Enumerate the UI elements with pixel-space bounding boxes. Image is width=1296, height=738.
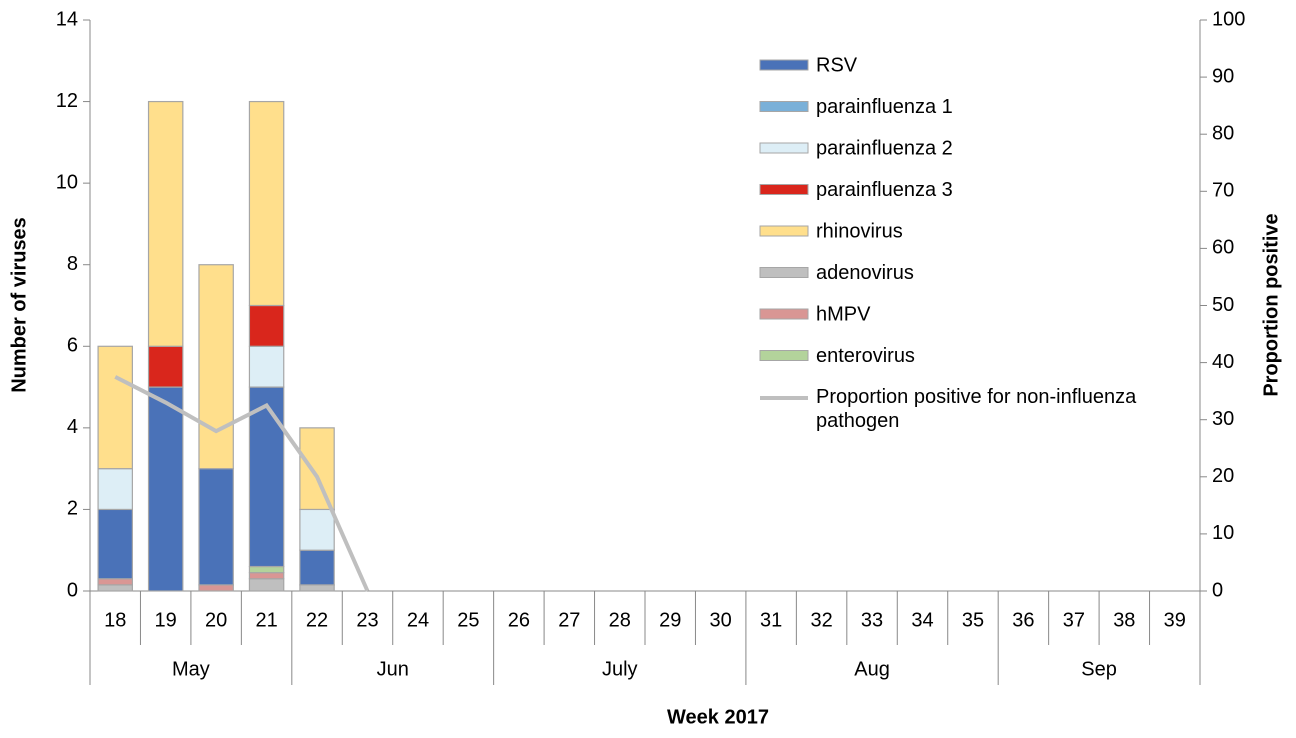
- bar-segment: [147, 386, 184, 592]
- x-tick-label: 18: [104, 609, 126, 631]
- bar-segment: [97, 578, 133, 586]
- legend-label: Proportion positive for non-influenza pat…: [816, 386, 1137, 432]
- y-tick-label: 10: [56, 171, 78, 193]
- month-label: Sep: [1081, 658, 1117, 680]
- legend-swatch: [759, 101, 809, 112]
- bar-segment: [147, 100, 184, 347]
- legend-label-line: pathogen: [816, 410, 899, 432]
- y2-tick-label: 100: [1212, 8, 1245, 30]
- bar-segment: [198, 468, 234, 586]
- legend-label: hMPV: [816, 303, 871, 325]
- y-tick-label: 0: [67, 579, 78, 601]
- x-tick-label: 25: [457, 609, 479, 631]
- x-tick-label: 30: [710, 609, 732, 631]
- legend-swatch: [759, 59, 809, 71]
- y2-tick-label: 20: [1212, 465, 1234, 487]
- y2-axis-title: Proportion positive: [1260, 213, 1282, 396]
- y-tick-label: 2: [67, 498, 78, 520]
- x-tick-label: 22: [306, 609, 328, 631]
- line: [114, 375, 370, 592]
- x-tick-label: 21: [255, 609, 277, 631]
- x-tick-label: 35: [962, 609, 984, 631]
- x-tick-label: 23: [356, 609, 378, 631]
- bar-segment: [299, 584, 335, 592]
- y2-tick-label: 70: [1212, 180, 1234, 202]
- x-tick-label: 39: [1164, 609, 1186, 631]
- bar-segment: [299, 427, 335, 511]
- month-label: May: [172, 658, 210, 680]
- legend-label: RSV: [816, 54, 858, 76]
- month-label: July: [602, 658, 638, 680]
- bar-segment: [198, 264, 234, 470]
- legend-label: adenovirus: [816, 262, 914, 284]
- bar-segment: [248, 386, 285, 568]
- legend-label: parainfluenza 1: [816, 96, 953, 118]
- bar-segment: [198, 584, 234, 592]
- x-tick-label: 36: [1012, 609, 1034, 631]
- legend-label-line: Proportion positive for non-influenza: [816, 386, 1137, 408]
- bar-segment: [248, 565, 285, 574]
- bar-segment: [248, 304, 285, 347]
- bar-segment: [97, 468, 133, 511]
- y2-tick-label: 40: [1212, 351, 1234, 373]
- legend-swatch: [759, 308, 809, 320]
- x-tick-label: 29: [659, 609, 681, 631]
- y2-tick-label: 80: [1212, 122, 1234, 144]
- x-tick-label: 31: [760, 609, 782, 631]
- x-tick-label: 37: [1063, 609, 1085, 631]
- x-tick-label: 27: [558, 609, 580, 631]
- x-tick-label: 38: [1113, 609, 1135, 631]
- legend-swatch: [759, 184, 809, 195]
- y2-tick-label: 10: [1212, 522, 1234, 544]
- y2-tick-label: 90: [1212, 65, 1234, 87]
- month-label: Jun: [377, 658, 409, 680]
- bar-segment: [97, 584, 133, 592]
- month-label: Aug: [854, 658, 890, 680]
- y-tick-label: 12: [56, 90, 78, 112]
- x-tick-label: 24: [407, 609, 429, 631]
- y2-tick-label: 30: [1212, 408, 1234, 430]
- legend-label: parainfluenza 3: [816, 179, 953, 201]
- y-axis-title: Number of viruses: [8, 217, 30, 393]
- x-tick-label: 32: [810, 609, 832, 631]
- legend-label: rhinovirus: [816, 220, 903, 242]
- bar-segment: [97, 508, 133, 580]
- x-tick-label: 19: [155, 609, 177, 631]
- x-tick-label: 28: [609, 609, 631, 631]
- y-tick-label: 4: [67, 416, 78, 438]
- bar-segment: [97, 345, 133, 470]
- legend-swatch: [759, 142, 809, 154]
- x-tick-label: 26: [508, 609, 530, 631]
- y2-tick-label: 0: [1212, 579, 1223, 601]
- legend-label: enterovirus: [816, 345, 915, 367]
- bar-segment: [248, 578, 285, 592]
- bar-segment: [147, 345, 184, 388]
- x-tick-label: 34: [911, 609, 933, 631]
- bar-segment: [248, 345, 285, 388]
- legend-label: parainfluenza 2: [816, 137, 953, 159]
- x-tick-label: 20: [205, 609, 227, 631]
- bar-segment: [248, 572, 285, 580]
- y2-tick-label: 50: [1212, 294, 1234, 316]
- y-tick-label: 6: [67, 335, 78, 357]
- bar-segment: [248, 100, 285, 307]
- y-tick-label: 8: [67, 253, 78, 275]
- bar-segment: [299, 508, 335, 551]
- y-tick-label: 14: [56, 8, 78, 30]
- bar-segment: [299, 549, 335, 586]
- legend-swatch: [759, 225, 809, 237]
- legend-swatch: [759, 267, 809, 278]
- y2-tick-label: 60: [1212, 237, 1234, 259]
- x-axis-title: Week 2017: [667, 706, 769, 728]
- x-tick-label: 33: [861, 609, 883, 631]
- legend-swatch: [759, 350, 809, 361]
